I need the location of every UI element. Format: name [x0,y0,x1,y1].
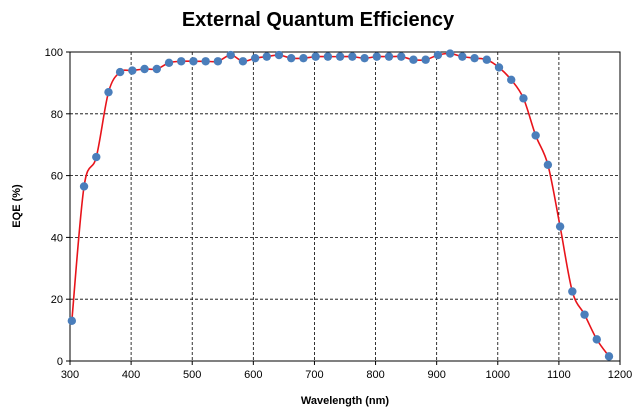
chart-title: External Quantum Efficiency [182,9,455,31]
x-tick-label: 300 [61,369,79,381]
x-tick-label: 1000 [486,369,510,381]
data-point [189,57,198,66]
data-point [519,94,528,103]
data-point [262,52,271,61]
data-point [433,50,443,60]
points-layer [67,49,614,361]
x-tick-label: 500 [183,369,201,381]
data-point [128,66,137,75]
x-tick-label: 600 [244,369,262,381]
data-point [92,152,101,162]
data-point [421,55,430,64]
y-tick-label: 0 [57,356,63,368]
x-tick-label: 700 [305,369,323,381]
data-point [568,287,577,296]
data-point [372,52,381,61]
data-point [115,67,125,77]
data-point [445,49,455,58]
data-point [213,57,223,66]
data-point [152,64,161,74]
x-axis-label: Wavelength (nm) [301,395,390,407]
y-tick-label: 40 [51,232,63,244]
data-point [323,52,333,61]
data-point [397,52,406,61]
data-point [580,310,589,319]
ticks-layer: 300 400 500 600 700 800 900 1000 1100 1200 0 20 40 60… [45,47,633,381]
data-point [555,222,565,231]
data-point [458,52,467,61]
x-tick-label: 400 [122,369,140,381]
x-tick-label: 800 [366,369,384,381]
data-point [104,87,113,97]
data-point [299,53,308,63]
data-point [348,52,357,61]
data-point [384,52,394,61]
data-point [470,53,479,63]
data-point [311,52,320,61]
data-point [592,335,601,344]
data-point [604,352,614,361]
data-point [274,50,284,60]
y-tick-label: 20 [51,294,63,306]
data-point [543,160,553,169]
y-tick-label: 60 [51,171,63,183]
data-point [287,53,296,63]
data-point [238,57,248,66]
data-point [177,57,186,66]
data-point [507,75,516,85]
grid-layer [70,52,620,361]
y-tick-label: 100 [45,47,63,59]
data-point [67,316,77,326]
data-point [409,55,418,64]
data-point [360,53,369,63]
y-tick-label: 80 [51,109,63,121]
data-point [201,57,210,66]
data-point [250,53,260,63]
data-point [494,63,504,72]
data-point [531,131,540,140]
data-point [140,64,149,74]
data-point [482,55,491,64]
x-tick-label: 1100 [547,369,571,381]
data-point [79,182,89,191]
curve-layer [71,52,610,357]
data-point [164,58,174,68]
x-tick-label: 900 [427,369,445,381]
eqe-curve [71,52,610,357]
plot-area [69,51,621,362]
data-point [226,50,235,60]
data-point [335,52,345,61]
x-tick-label: 1200 [608,369,632,381]
y-axis-label: EQE (%) [11,184,23,228]
